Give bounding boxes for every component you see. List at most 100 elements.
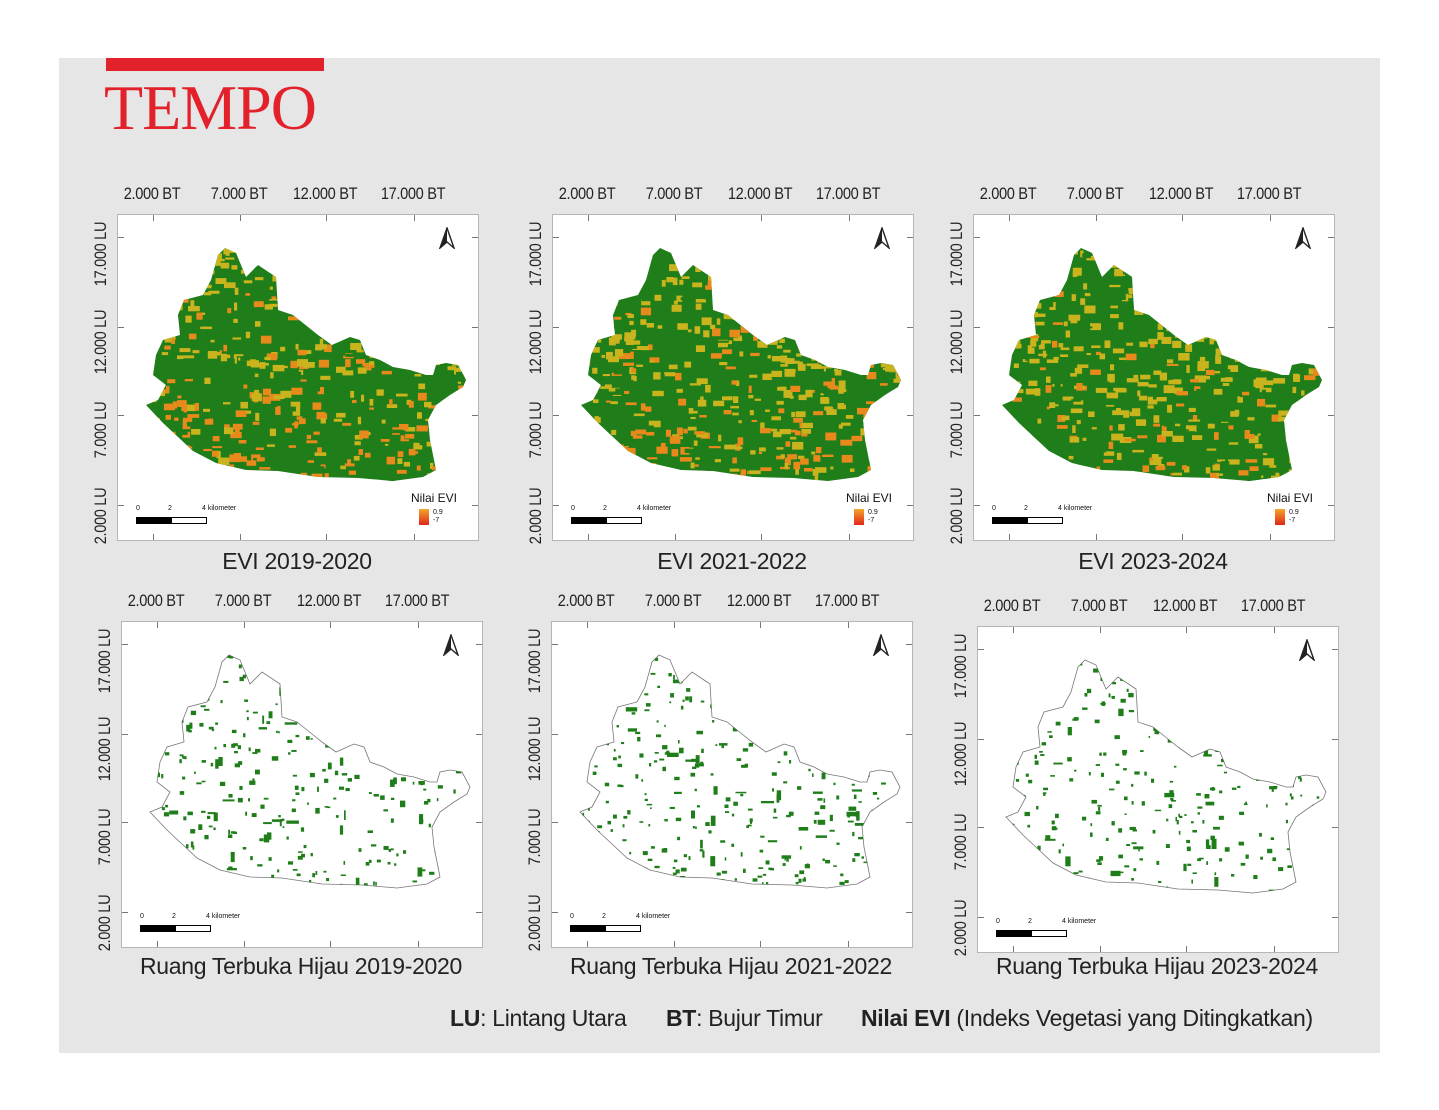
evi-pixel-cluster [369, 342, 380, 349]
evi-pixel-cluster [1257, 331, 1269, 335]
green-space-patch [1152, 829, 1156, 834]
green-space-patch [1217, 723, 1220, 727]
evi-pixel-cluster [1218, 422, 1229, 430]
green-space-patch [824, 758, 830, 763]
green-space-patch [1187, 891, 1192, 893]
evi-pixel-cluster [188, 333, 197, 340]
evi-pixel-cluster [200, 469, 207, 477]
evi-pixel-cluster [386, 456, 396, 465]
evi-pixel-cluster [778, 408, 785, 414]
green-space-patch [1058, 849, 1061, 854]
evi-pixel-cluster [891, 463, 897, 467]
evi-pixel-cluster [1238, 470, 1249, 476]
evi-pixel-cluster [1157, 288, 1167, 294]
green-space-patch [291, 682, 293, 693]
green-space-patch [330, 655, 335, 656]
evi-pixel-cluster [146, 347, 155, 355]
evi-pixel-cluster [735, 291, 744, 297]
y-tickmark [476, 644, 482, 645]
evi-pixel-cluster [1166, 326, 1171, 332]
green-space-patch [1214, 878, 1218, 881]
green-space-patch [1285, 802, 1288, 806]
green-space-patch [311, 657, 314, 662]
evi-pixel-cluster [860, 342, 867, 347]
evi-pixel-cluster [167, 273, 179, 281]
green-space-patch [1217, 764, 1223, 767]
green-space-patch [1088, 772, 1091, 776]
green-space-patch [1290, 796, 1294, 800]
evi-pixel-cluster [180, 430, 188, 435]
green-space-patch [312, 873, 315, 878]
evi-pixel-cluster [1151, 454, 1159, 460]
evi-pixel-cluster [1177, 370, 1183, 376]
green-space-patch [1040, 702, 1046, 707]
evi-pixel-cluster [1086, 258, 1096, 262]
green-space-patch [1040, 754, 1045, 756]
evi-pixel-cluster [176, 474, 183, 480]
green-space-patch [244, 699, 248, 702]
x-tickmark [1096, 534, 1097, 540]
evi-pixel-cluster [1181, 465, 1187, 470]
evi-pixel-cluster [1050, 279, 1057, 286]
evi-pixel-cluster [254, 474, 259, 481]
green-space-patch [271, 756, 279, 761]
evi-pixel-cluster [391, 353, 395, 356]
green-space-patch [374, 713, 380, 716]
evi-pixel-cluster [1022, 359, 1028, 363]
evi-pixel-cluster [1034, 388, 1041, 396]
green-space-patch [1133, 868, 1137, 872]
green-space-patch [808, 768, 811, 772]
evi-pixel-cluster [251, 248, 263, 253]
evi-pixel-cluster [803, 289, 812, 292]
green-space-patch [777, 761, 781, 764]
evi-pixel-cluster [723, 258, 736, 263]
green-space-patch [286, 820, 299, 824]
evi-pixel-cluster [291, 423, 299, 426]
green-space-patch [1284, 759, 1287, 762]
green-space-patch [1210, 735, 1213, 741]
evi-pixel-cluster [694, 464, 699, 467]
evi-pixel-cluster [156, 478, 168, 481]
green-space-patch [389, 709, 393, 714]
evi-pixel-cluster [1266, 327, 1277, 335]
green-space-patch [837, 713, 841, 717]
evi-pixel-cluster [718, 288, 722, 293]
evi-pixel-cluster [456, 371, 466, 378]
green-space-patch [1183, 729, 1187, 733]
evi-pixel-cluster [170, 303, 180, 309]
evi-pixel-cluster [292, 408, 301, 416]
evi-pixel-cluster [1083, 283, 1088, 290]
evi-pixel-cluster [816, 287, 826, 294]
green-space-patch [629, 690, 631, 693]
evi-pixel-cluster [190, 250, 200, 257]
green-space-patch [839, 881, 845, 885]
green-space-patch [881, 782, 886, 785]
evi-pixel-cluster [269, 286, 273, 290]
evi-pixel-cluster [791, 411, 796, 418]
green-space-patch [1016, 806, 1020, 810]
evi-pixel-cluster [173, 474, 182, 480]
evi-pixel-cluster [1022, 420, 1028, 424]
green-space-patch [696, 730, 703, 735]
evi-pixel-cluster [151, 335, 162, 339]
evi-pixel-cluster [1130, 444, 1137, 449]
evi-pixel-cluster [1312, 476, 1321, 481]
evi-pixel-cluster [1235, 290, 1245, 293]
evi-pixel-cluster [396, 393, 408, 397]
y-axis-tick-label: 7.000 LU [525, 808, 544, 866]
evi-pixel-cluster [154, 425, 160, 432]
evi-pixel-cluster [1083, 326, 1093, 329]
evi-pixel-cluster [272, 364, 285, 372]
green-space-patch [695, 755, 700, 764]
green-space-patch [727, 691, 732, 694]
green-space-patch [694, 763, 700, 768]
evi-pixel-cluster [304, 299, 315, 305]
green-space-patch [317, 692, 323, 696]
evi-pixel-cluster [284, 252, 296, 261]
evi-pixel-cluster [369, 263, 379, 267]
evi-pixel-cluster [1327, 359, 1334, 361]
evi-pixel-cluster [652, 390, 664, 397]
evi-pixel-cluster [364, 261, 374, 267]
evi-pixel-cluster [640, 307, 652, 316]
green-space-patch [417, 695, 423, 706]
